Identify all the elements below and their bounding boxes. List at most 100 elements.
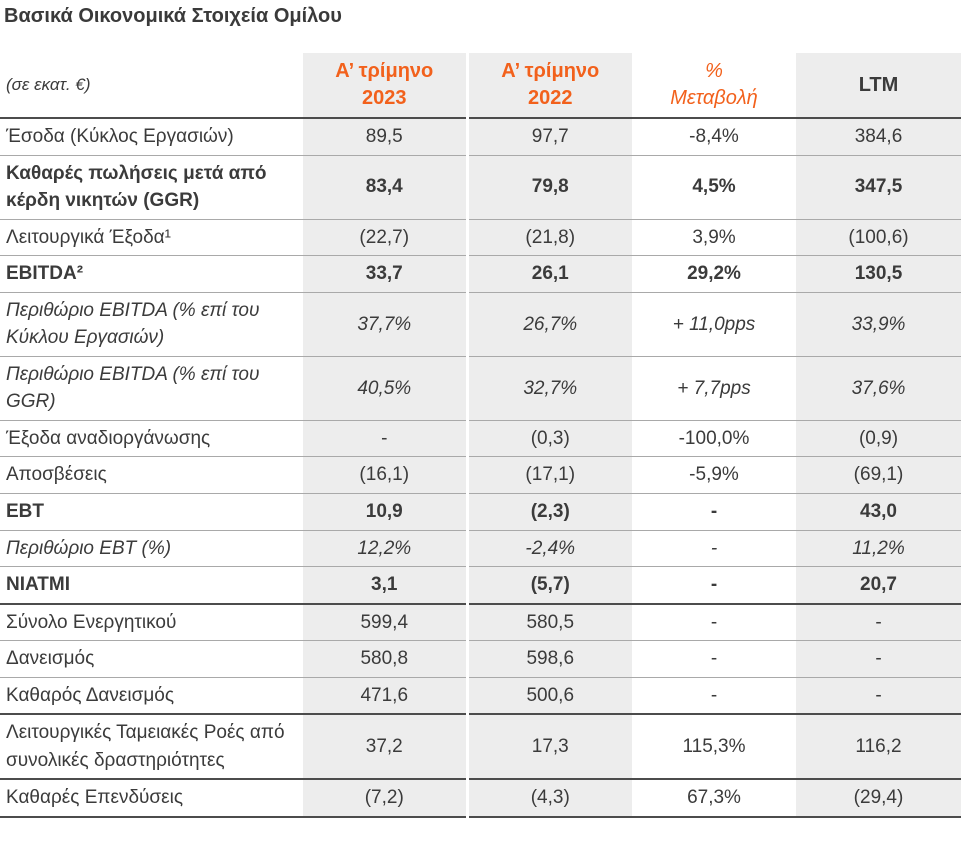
cell-q1-2023: 37,2 [303,714,467,781]
table-row: Καθαρός Δανεισμός 471,6 500,6 - - [0,677,961,716]
page-title: Βασικά Οικονομικά Στοιχεία Ομίλου [4,5,342,27]
cell-q1-2023: 33,7 [303,255,467,293]
cell-ltm: 20,7 [796,566,961,605]
cell-q1-2023: 83,4 [303,155,467,220]
cell-q1-2023: - [303,420,467,458]
cell-ltm: (69,1) [796,456,961,495]
cell-ltm: - [796,677,961,716]
row-label: EBITDA² [0,255,303,293]
column-header-line: 2023 [362,87,407,109]
cell-change: 3,9% [632,219,796,257]
table-row: Λειτουργικές Ταμειακές Ροές από συνολικέ… [0,714,961,781]
column-header-line: Α’ τρίμηνο [501,60,600,82]
row-label: Αποσβέσεις [0,456,303,495]
cell-change: -5,9% [632,456,796,495]
cell-ltm: 11,2% [796,530,961,568]
row-label: Περιθώριο EBITDA (% επί του Κύκλου Εργασ… [0,292,303,357]
cell-ltm: 130,5 [796,255,961,293]
cell-change: 4,5% [632,155,796,220]
cell-q1-2023: 40,5% [303,356,467,421]
cell-change: 115,3% [632,714,796,781]
cell-q1-2023: 580,8 [303,640,467,678]
cell-q1-2023: 599,4 [303,603,467,642]
row-label: Σύνολο Ενεργητικού [0,603,303,642]
table-row: Έξοδα αναδιοργάνωσης - (0,3) -100,0% (0,… [0,420,961,458]
cell-q1-2022: (0,3) [465,420,632,458]
table-row: NIATMI 3,1 (5,7) - 20,7 [0,566,961,605]
cell-ltm: 43,0 [796,493,961,531]
cell-change: - [632,640,796,678]
cell-change: -8,4% [632,118,796,156]
table-row: Περιθώριο EBITDA (% επί του GGR) 40,5% 3… [0,356,961,421]
table-row: EBITDA² 33,7 26,1 29,2% 130,5 [0,255,961,293]
row-label: Λειτουργικές Ταμειακές Ροές από συνολικέ… [0,714,303,781]
column-header-q1-2022: Α’ τρίμηνο 2022 [465,53,632,119]
cell-q1-2023: 12,2% [303,530,467,568]
column-header-line: % [705,60,723,82]
cell-q1-2023: 3,1 [303,566,467,605]
cell-q1-2022: (17,1) [465,456,632,495]
cell-q1-2023: (7,2) [303,779,467,818]
cell-q1-2022: (5,7) [465,566,632,605]
report-page: Βασικά Οικονομικά Στοιχεία Ομίλου (σε εκ… [0,5,961,818]
row-label: Περιθώριο EBITDA (% επί του GGR) [0,356,303,421]
cell-q1-2022: 79,8 [465,155,632,220]
cell-q1-2023: 10,9 [303,493,467,531]
cell-ltm: (29,4) [796,779,961,818]
cell-change: + 7,7pps [632,356,796,421]
row-label: EBT [0,493,303,531]
column-header-line: Α’ τρίμηνο [335,60,434,82]
column-header-q1-2023: Α’ τρίμηνο 2023 [303,53,467,119]
cell-ltm: 37,6% [796,356,961,421]
row-label: Έσοδα (Κύκλος Εργασιών) [0,118,303,156]
cell-q1-2022: 26,7% [465,292,632,357]
column-header-line: 2022 [528,87,573,109]
cell-ltm: - [796,603,961,642]
table-row: Σύνολο Ενεργητικού 599,4 580,5 - - [0,603,961,642]
cell-q1-2022: 598,6 [465,640,632,678]
cell-ltm: 347,5 [796,155,961,220]
table-row: Περιθώριο EBT (%) 12,2% -2,4% - 11,2% [0,530,961,568]
cell-q1-2022: (2,3) [465,493,632,531]
cell-change: - [632,530,796,568]
table-row: Αποσβέσεις (16,1) (17,1) -5,9% (69,1) [0,456,961,495]
cell-ltm: 384,6 [796,118,961,156]
table-row: EBT 10,9 (2,3) - 43,0 [0,493,961,531]
cell-q1-2022: 17,3 [465,714,632,781]
cell-change: + 11,0pps [632,292,796,357]
cell-change: - [632,566,796,605]
cell-q1-2022: 500,6 [465,677,632,716]
table-row: Έσοδα (Κύκλος Εργασιών) 89,5 97,7 -8,4% … [0,118,961,156]
cell-q1-2023: 89,5 [303,118,467,156]
unit-label: (σε εκατ. €) [0,53,303,119]
table-row: Λειτουργικά Έξοδα¹ (22,7) (21,8) 3,9% (1… [0,219,961,257]
row-label: Καθαρός Δανεισμός [0,677,303,716]
row-label: NIATMI [0,566,303,605]
column-header-ltm: LTM [796,53,961,119]
cell-ltm: 33,9% [796,292,961,357]
cell-q1-2023: 471,6 [303,677,467,716]
cell-change: - [632,493,796,531]
column-header-line: LTM [858,73,899,96]
cell-q1-2022: -2,4% [465,530,632,568]
cell-ltm: (100,6) [796,219,961,257]
row-label: Δανεισμός [0,640,303,678]
cell-change: - [632,677,796,716]
cell-q1-2022: (4,3) [465,779,632,818]
row-label: Περιθώριο EBT (%) [0,530,303,568]
row-label: Λειτουργικά Έξοδα¹ [0,219,303,257]
table-row: Καθαρές Επενδύσεις (7,2) (4,3) 67,3% (29… [0,779,961,818]
cell-q1-2022: 32,7% [465,356,632,421]
table-row: Περιθώριο EBITDA (% επί του Κύκλου Εργασ… [0,292,961,357]
cell-q1-2022: 97,7 [465,118,632,156]
column-header-line: Μεταβολή [670,87,758,109]
cell-q1-2023: (16,1) [303,456,467,495]
cell-change: 29,2% [632,255,796,293]
cell-q1-2022: 26,1 [465,255,632,293]
row-label: Καθαρές Επενδύσεις [0,779,303,818]
column-header-change: % Μεταβολή [632,53,796,119]
row-label: Καθαρές πωλήσεις μετά από κέρδη νικητών … [0,155,303,220]
cell-change: -100,0% [632,420,796,458]
cell-change: 67,3% [632,779,796,818]
cell-ltm: 116,2 [796,714,961,781]
